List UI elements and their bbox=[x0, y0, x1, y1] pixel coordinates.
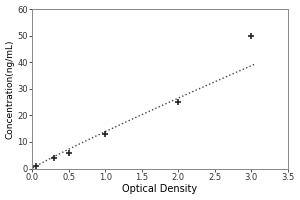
Y-axis label: Concentration(ng/mL): Concentration(ng/mL) bbox=[6, 39, 15, 139]
X-axis label: Optical Density: Optical Density bbox=[122, 184, 197, 194]
